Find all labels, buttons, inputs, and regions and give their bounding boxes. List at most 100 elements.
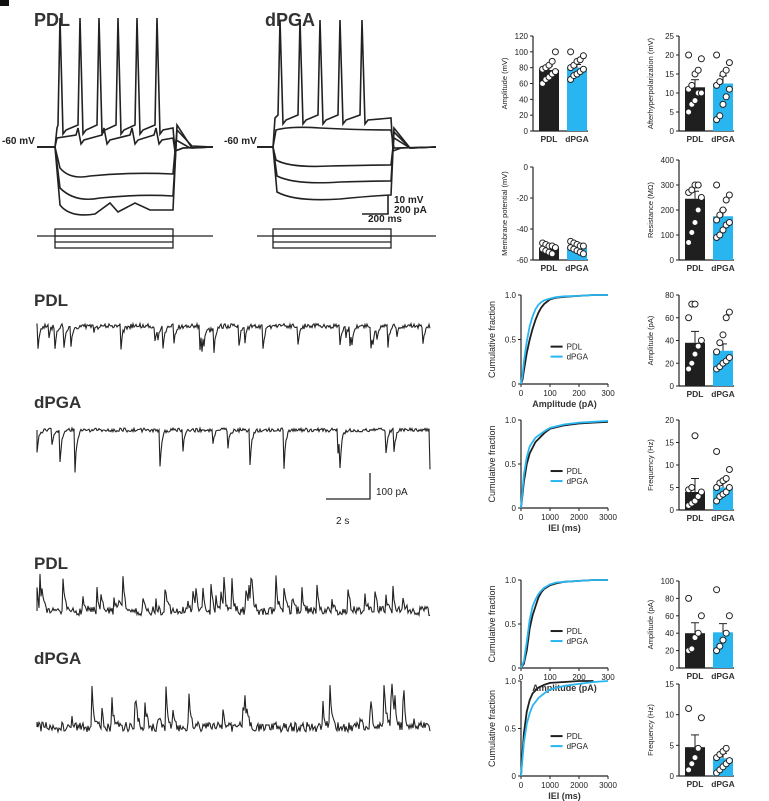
scale-bar-b-current: 100 pA [376, 487, 408, 498]
y-tick-label: 10 [665, 711, 674, 720]
y-tick-label: 1.0 [505, 416, 517, 425]
data-point [722, 744, 730, 752]
ap-trace-dpga-hyper1 [257, 136, 437, 168]
x-tick-label-pdl: PDL [687, 513, 704, 523]
data-point [725, 308, 733, 316]
y-axis-label: Membrane potential (mV) [500, 171, 509, 256]
chart-c-frequency: 0 5 10 15 Frequency (Hz) PDL dPGA [646, 680, 735, 789]
current-trace-c-dpga [36, 683, 431, 734]
data-point [722, 475, 730, 482]
series-line-pdl [520, 680, 594, 777]
data-point [716, 112, 724, 120]
data-point [725, 354, 733, 362]
data-point [697, 194, 705, 201]
ap-trace-pdl-spiking [37, 17, 214, 153]
y-tick-label: 100 [661, 577, 675, 586]
y-tick-label: 20 [665, 416, 674, 425]
data-point [694, 206, 702, 214]
legend-label-dpga: dPGA [567, 477, 589, 486]
ap-trace-dpga-sub [257, 126, 437, 149]
x-tick-label-dpga: dPGA [711, 513, 735, 523]
scale-bar-voltage: 10 mV [394, 195, 424, 206]
data-point [688, 229, 696, 236]
y-tick-label: 0.5 [505, 336, 517, 345]
data-point [719, 636, 727, 644]
data-point [719, 331, 727, 339]
y-tick-label: 40 [519, 95, 528, 104]
data-point [697, 55, 705, 63]
data-point [688, 645, 696, 653]
x-tick-label: 300 [601, 673, 615, 682]
y-tick-label: 1.0 [505, 576, 517, 585]
data-point [691, 350, 699, 358]
y-tick-label: 0 [512, 504, 517, 513]
data-point [691, 754, 699, 762]
data-point [548, 57, 556, 65]
panel-a-title-dpga: dPGA [265, 10, 315, 30]
x-tick-label-pdl: PDL [687, 671, 704, 681]
chart-b-cumulative-amplitude: 0 0.5 1.0 Cumulative fraction 0 100 200 300 Ampl… [487, 291, 615, 409]
data-point [722, 314, 730, 322]
ap-trace-pdl-hyper1 [37, 138, 214, 178]
y-tick-label: 80 [665, 594, 674, 603]
chart-c-cumulative-amplitude: 0 0.5 1.0 Cumulative fraction 0 100 200 300 Ampl… [487, 576, 615, 693]
y-tick-label: 60 [665, 314, 674, 323]
x-tick-label: 100 [543, 389, 557, 398]
data-point [685, 766, 693, 774]
current-trace-b-dpga [36, 426, 431, 473]
y-tick-label: 0 [670, 382, 675, 391]
data-point [713, 51, 721, 59]
x-tick-label: 2000 [570, 513, 588, 522]
data-point [697, 488, 705, 496]
x-tick-label-pdl: PDL [541, 263, 558, 273]
x-axis-label: IEI (ms) [548, 791, 581, 801]
series-line-pdl [520, 420, 609, 509]
data-point [685, 314, 693, 322]
legend-label-dpga: dPGA [567, 742, 589, 751]
y-axis-label: Resistance (MΩ) [646, 181, 655, 238]
data-point [725, 191, 733, 199]
y-axis-label: Amplitude (mV) [500, 57, 509, 109]
data-point [694, 629, 702, 637]
y-tick-label: 120 [515, 32, 529, 41]
x-tick-label-dpga: dPGA [565, 134, 589, 144]
y-tick-label: 15 [665, 70, 674, 79]
y-tick-label: 0 [670, 127, 675, 136]
y-tick-label: 1.0 [505, 677, 517, 686]
ap-trace-dpga-hyper2 [257, 130, 437, 184]
chart-resistance: 0 100 200 300 400 Resistance (MΩ) PDL dPGA [646, 156, 735, 273]
data-point [688, 359, 696, 367]
y-tick-label: 5 [670, 108, 675, 117]
data-point [691, 300, 699, 308]
data-point [691, 219, 699, 226]
y-tick-label: 5 [670, 484, 675, 493]
x-tick-label: 300 [601, 389, 615, 398]
x-tick-label: 0 [519, 781, 524, 790]
chart-c-cumulative-iei: 0 0.5 1.0 Cumulative fraction 0 1000 2000 3000 I… [487, 677, 617, 801]
data-point [716, 211, 724, 219]
current-trace-c-pdl [36, 573, 430, 618]
bar-pdl [685, 198, 705, 260]
ap-trace-dpga-spiking [257, 19, 437, 153]
data-point [725, 612, 733, 620]
x-tick-label-dpga: dPGA [565, 263, 589, 273]
data-point [688, 484, 696, 491]
y-tick-label: 60 [519, 80, 528, 89]
data-point [551, 48, 559, 56]
y-tick-label: 0 [512, 664, 517, 673]
data-point [725, 85, 733, 93]
x-tick-label-pdl: PDL [687, 779, 704, 789]
chart-c-amplitude: 0 20 40 60 80 100 Amplitude (pA) PDL dPGA [646, 577, 735, 681]
panel-letter-fragment [0, 0, 9, 6]
data-point [722, 629, 730, 637]
x-axis-label: IEI (ms) [548, 523, 581, 533]
data-point [688, 186, 696, 194]
series-line-dpga [520, 294, 608, 385]
y-tick-label: 0.5 [505, 725, 517, 734]
y-tick-label: 20 [665, 51, 674, 60]
x-tick-label-pdl: PDL [687, 263, 704, 273]
action-potential-traces [37, 17, 437, 216]
x-tick-label: 200 [572, 389, 586, 398]
